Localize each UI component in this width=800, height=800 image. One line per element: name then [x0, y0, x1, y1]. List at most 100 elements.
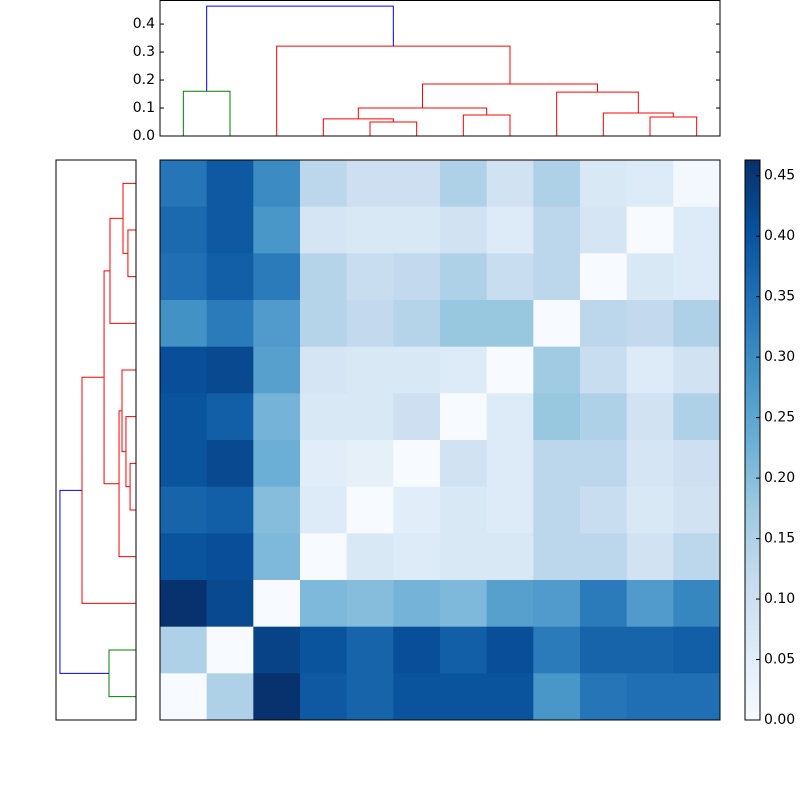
heatmap-cell [580, 393, 628, 441]
heatmap-cell [486, 300, 534, 348]
plot-layer: 0.0 0.1 0.2 0.3 0.4 0.00 0.05 0.10 0.15 0.20 0.25 0… [55, 0, 795, 728]
heatmap-cell [346, 160, 394, 208]
heatmap-cell [346, 440, 394, 488]
heatmap-cell [486, 486, 534, 534]
colorbar-tick-label: 0.35 [764, 289, 795, 305]
heatmap-cell [346, 673, 394, 721]
heatmap-cell [673, 673, 721, 721]
dendrogram-link [182, 90, 231, 136]
heatmap-cell [673, 206, 721, 254]
heatmap-cell [580, 533, 628, 581]
heatmap-cell [533, 206, 581, 254]
heatmap-cell [580, 440, 628, 488]
heatmap-cell [253, 626, 301, 674]
heatmap-cell [253, 346, 301, 394]
heatmap-cell [393, 580, 441, 628]
heatmap-cell [486, 673, 534, 721]
heatmap-cell [206, 580, 254, 628]
y-tick-label: 0.3 [133, 44, 155, 60]
dendrogram-link [357, 107, 488, 119]
heatmap-cell [253, 486, 301, 534]
heatmap-cell [626, 206, 674, 254]
heatmap-cell [393, 253, 441, 301]
heatmap-cell [440, 346, 488, 394]
heatmap-cell [533, 160, 581, 208]
heatmap-cell [580, 580, 628, 628]
heatmap-cell [300, 206, 348, 254]
heatmap-cell [486, 253, 534, 301]
heatmap-cell [393, 626, 441, 674]
heatmap-cell [253, 673, 301, 721]
heatmap-cell [160, 673, 208, 721]
heatmap-cell [300, 253, 348, 301]
heatmap-cell [673, 346, 721, 394]
heatmap-cell [533, 300, 581, 348]
heatmap-frame [159, 159, 721, 721]
heatmap-cell [486, 206, 534, 254]
heatmap-cell [673, 300, 721, 348]
heatmap-cell [533, 486, 581, 534]
heatmap-cell [393, 300, 441, 348]
heatmap-cell [300, 346, 348, 394]
heatmap-cell [346, 346, 394, 394]
heatmap-cell [626, 580, 674, 628]
dendrogram-link [462, 114, 511, 136]
dendrogram-link [125, 416, 136, 488]
heatmap-cell [580, 160, 628, 208]
heatmap-cell [160, 160, 208, 208]
heatmap-cell [346, 253, 394, 301]
colorbar-tick-label: 0.45 [764, 168, 795, 184]
heatmap-cell [440, 253, 488, 301]
dendrogram-link [322, 118, 394, 136]
heatmap-cell [393, 346, 441, 394]
heatmap-cell [673, 160, 721, 208]
heatmap-cell [673, 533, 721, 581]
heatmap-cell [440, 206, 488, 254]
colorbar [744, 159, 761, 721]
heatmap-cell [580, 626, 628, 674]
heatmap-cell [206, 626, 254, 674]
heatmap-cell [300, 160, 348, 208]
heatmap-cell [253, 160, 301, 208]
y-tick-label: 0.2 [133, 72, 155, 88]
heatmap-cell [160, 440, 208, 488]
heatmap-cell [206, 533, 254, 581]
heatmap-cell [440, 486, 488, 534]
heatmap-cell [206, 673, 254, 721]
colorbar-tick-label: 0.25 [764, 410, 795, 426]
heatmap-cell [533, 346, 581, 394]
heatmap-cell [626, 486, 674, 534]
heatmap-cell [160, 346, 208, 394]
heatmap-cell [673, 486, 721, 534]
heatmap-cell [206, 346, 254, 394]
heatmap-cell [160, 300, 208, 348]
heatmap-cell [253, 206, 301, 254]
heatmap-cell [440, 393, 488, 441]
heatmap-cell [626, 533, 674, 581]
heatmap-cell [440, 440, 488, 488]
heatmap-cell [580, 673, 628, 721]
heatmap-cell [206, 300, 254, 348]
heatmap-cell [626, 346, 674, 394]
heatmap-cell [486, 440, 534, 488]
heatmap-cell [300, 440, 348, 488]
heatmap-cell [300, 486, 348, 534]
heatmap-cell [346, 533, 394, 581]
heatmap-cell [580, 300, 628, 348]
colorbar-tick-label: 0.00 [764, 712, 795, 728]
heatmap-cell [440, 580, 488, 628]
dendrogram-link [108, 649, 136, 698]
heatmap-cell [673, 253, 721, 301]
heatmap-cell [440, 533, 488, 581]
heatmap-cell [533, 626, 581, 674]
heatmap-cell [160, 253, 208, 301]
dendrogram-link [129, 462, 136, 511]
heatmap-cell [346, 486, 394, 534]
dendrogram-link [122, 182, 136, 254]
heatmap-cell [300, 393, 348, 441]
heatmap-cell [533, 440, 581, 488]
colorbar-tick-label: 0.40 [764, 228, 795, 244]
heatmap-cell [300, 580, 348, 628]
colorbar-tick-label: 0.20 [764, 470, 795, 486]
